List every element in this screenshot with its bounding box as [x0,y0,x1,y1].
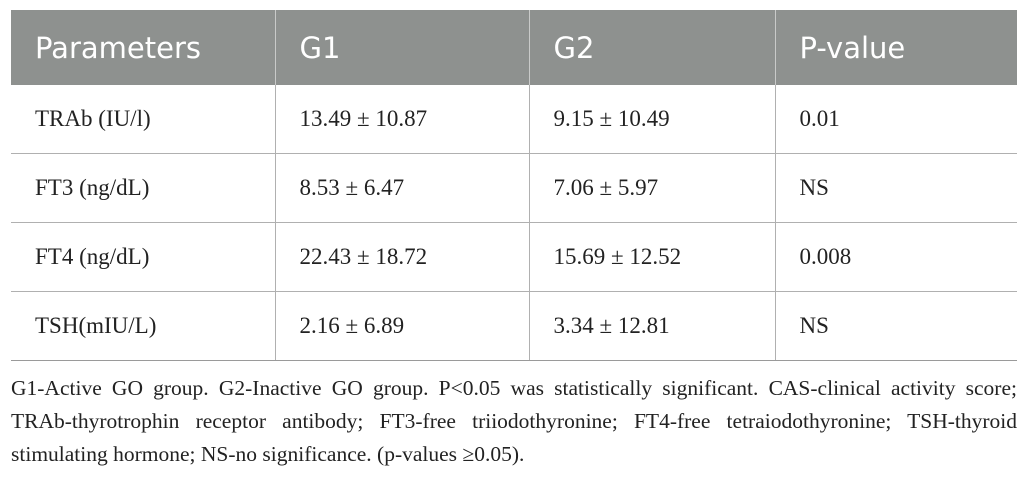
table-header: Parameters G1 G2 P-value [11,10,1017,85]
header-g1: G1 [274,10,529,85]
cell-g1: 22.43 ± 18.72 [274,222,529,292]
cell-g2: 15.69 ± 12.52 [528,222,775,292]
results-table-container: Parameters G1 G2 P-value TRAb (IU/l) 13.… [11,10,1017,361]
cell-p-value: 0.01 [774,85,1017,154]
cell-g1: 13.49 ± 10.87 [274,85,529,154]
cell-g2: 9.15 ± 10.49 [528,85,775,154]
cell-g2: 3.34 ± 12.81 [528,291,775,360]
table-footnote: G1-Active GO group. G2-Inactive GO group… [11,376,1017,466]
table-body: TRAb (IU/l) 13.49 ± 10.87 9.15 ± 10.49 0… [11,85,1017,360]
header-p-value: P-value [774,10,1017,85]
cell-p-value: NS [774,153,1017,223]
cell-p-value: NS [774,291,1017,360]
results-table: Parameters G1 G2 P-value TRAb (IU/l) 13.… [11,10,1017,360]
table-row: FT3 (ng/dL) 8.53 ± 6.47 7.06 ± 5.97 NS [11,153,1017,223]
header-row: Parameters G1 G2 P-value [11,10,1017,85]
header-parameters: Parameters [11,10,275,85]
cell-parameter: TSH(mIU/L) [11,291,275,360]
table-row: FT4 (ng/dL) 22.43 ± 18.72 15.69 ± 12.52 … [11,222,1017,292]
table-row: TSH(mIU/L) 2.16 ± 6.89 3.34 ± 12.81 NS [11,291,1017,360]
cell-parameter: FT4 (ng/dL) [11,222,275,292]
cell-p-value: 0.008 [774,222,1017,292]
cell-parameter: TRAb (IU/l) [35,106,151,131]
cell-g1: 8.53 ± 6.47 [274,153,529,223]
cell-g1: 2.16 ± 6.89 [274,291,529,360]
header-g2: G2 [528,10,775,85]
cell-parameter: FT3 (ng/dL) [11,153,275,223]
table-row: TRAb (IU/l) 13.49 ± 10.87 9.15 ± 10.49 0… [11,85,1017,154]
cell-g2: 7.06 ± 5.97 [528,153,775,223]
